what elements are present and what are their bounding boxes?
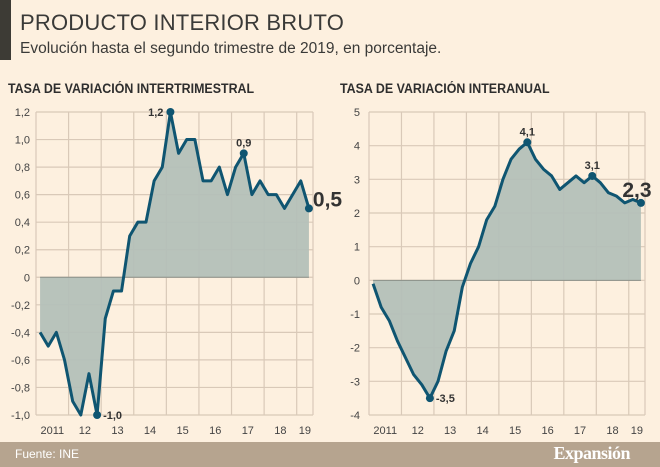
- series-line: [38, 110, 311, 417]
- y-tick-label: 1: [354, 242, 360, 254]
- y-tick-label: 0,2: [15, 245, 30, 257]
- x-tick-label: 16: [209, 425, 221, 437]
- chart-title-interanual: TASA DE VARIACIÓN INTERANUAL: [340, 81, 550, 96]
- data-point-marker: [425, 394, 434, 403]
- y-tick-label: -0,4: [11, 327, 30, 339]
- x-tick-label: 14: [477, 425, 489, 437]
- x-tick-label: 17: [574, 425, 586, 437]
- x-tick-label: 2011: [40, 425, 64, 437]
- y-tick-label: -4: [350, 410, 360, 422]
- y-tick-label: -1,0: [11, 410, 30, 422]
- data-label: 3,1: [585, 160, 600, 172]
- data-label: 1,2: [148, 107, 163, 119]
- chart-title-intertrimestral: TASA DE VARIACIÓN INTERTRIMESTRAL: [8, 81, 255, 96]
- y-tick-label: 1,2: [15, 107, 30, 119]
- page-subtitle: Evolución hasta el segundo trimestre de …: [20, 40, 442, 57]
- data-label: 0,5: [313, 188, 343, 211]
- footer: Fuente: INE Expansión: [0, 442, 660, 467]
- y-tick-label: 4: [354, 141, 360, 153]
- data-label: 2,3: [622, 179, 651, 202]
- y-tick-label: 0,6: [15, 190, 30, 202]
- y-tick-label: 2: [354, 208, 360, 220]
- y-tick-label: 0: [24, 272, 30, 284]
- y-tick-label: -0,8: [11, 382, 30, 394]
- x-tick-label: 19: [631, 425, 643, 437]
- y-tick-label: -1: [350, 309, 360, 321]
- y-tick-label: -0,2: [11, 300, 30, 312]
- y-tick-label: 0,4: [15, 217, 30, 229]
- data-label: 0,9: [236, 137, 251, 149]
- data-label: -1,0: [103, 410, 122, 422]
- data-point-marker: [93, 411, 102, 419]
- y-tick-label: -0,6: [11, 355, 30, 367]
- y-tick-label: 5: [354, 107, 360, 119]
- data-point-marker: [523, 138, 532, 147]
- data-point-marker: [239, 149, 248, 158]
- x-tick-label: 12: [79, 425, 91, 437]
- title-accent-bar: [0, 0, 11, 60]
- y-tick-label: 0: [354, 275, 360, 287]
- data-point-marker: [166, 108, 175, 116]
- brand-logo: Expansión: [553, 443, 630, 463]
- data-point-marker: [636, 198, 645, 207]
- data-point-marker: [304, 204, 313, 213]
- y-tick-label: 0,8: [15, 162, 30, 174]
- y-tick-label: -2: [350, 343, 360, 355]
- x-tick-label: 14: [144, 425, 156, 437]
- x-tick-label: 15: [509, 425, 521, 437]
- x-tick-label: 18: [606, 425, 618, 437]
- x-tick-label: 2011: [373, 425, 397, 437]
- x-tick-label: 13: [444, 425, 456, 437]
- x-tick-label: 13: [111, 425, 123, 437]
- y-tick-label: 3: [354, 174, 360, 186]
- data-label: -3,5: [436, 393, 455, 405]
- page-title: PRODUCTO INTERIOR BRUTO: [20, 10, 345, 35]
- source-text: Fuente: INE: [15, 447, 80, 461]
- x-tick-label: 18: [274, 425, 286, 437]
- y-tick-label: 1,0: [15, 135, 30, 147]
- y-tick-label: -3: [350, 376, 360, 388]
- data-label: 4,1: [520, 126, 535, 138]
- x-tick-label: 19: [299, 425, 311, 437]
- x-tick-label: 15: [177, 425, 189, 437]
- data-point-marker: [588, 171, 597, 180]
- area-fill: [373, 142, 641, 399]
- x-tick-label: 12: [412, 425, 424, 437]
- area-fill: [40, 112, 309, 415]
- x-tick-label: 17: [242, 425, 254, 437]
- x-tick-label: 16: [541, 425, 553, 437]
- series-line: [371, 140, 642, 400]
